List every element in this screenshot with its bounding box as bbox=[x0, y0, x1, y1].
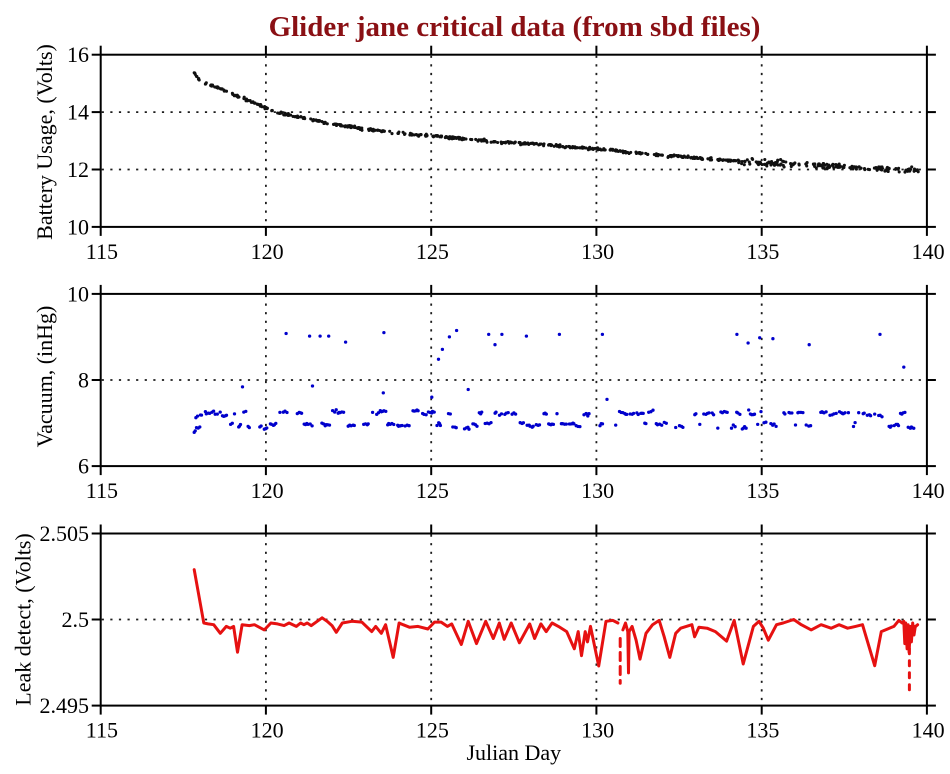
svg-text:14: 14 bbox=[67, 100, 89, 125]
svg-text:130: 130 bbox=[581, 718, 614, 743]
svg-text:8: 8 bbox=[78, 368, 89, 393]
svg-text:115: 115 bbox=[86, 718, 118, 743]
svg-text:140: 140 bbox=[912, 478, 945, 503]
svg-text:135: 135 bbox=[746, 239, 779, 264]
svg-text:Vacuum, (inHg): Vacuum, (inHg) bbox=[32, 306, 57, 448]
svg-text:135: 135 bbox=[746, 718, 779, 743]
svg-text:130: 130 bbox=[581, 239, 614, 264]
svg-text:10: 10 bbox=[67, 214, 89, 239]
svg-text:2.505: 2.505 bbox=[40, 521, 90, 546]
svg-text:130: 130 bbox=[581, 478, 614, 503]
svg-text:125: 125 bbox=[416, 718, 449, 743]
svg-text:Glider jane critical data (fro: Glider jane critical data (from sbd file… bbox=[269, 11, 761, 43]
svg-text:120: 120 bbox=[251, 718, 284, 743]
svg-text:125: 125 bbox=[416, 478, 449, 503]
svg-text:135: 135 bbox=[746, 478, 779, 503]
svg-text:Julian Day: Julian Day bbox=[466, 740, 561, 765]
svg-text:6: 6 bbox=[78, 454, 89, 479]
svg-text:Leak detect, (Volts): Leak detect, (Volts) bbox=[11, 533, 36, 705]
svg-text:16: 16 bbox=[67, 42, 89, 67]
svg-text:Battery Usage, (Volts): Battery Usage, (Volts) bbox=[32, 44, 57, 240]
svg-text:12: 12 bbox=[67, 157, 89, 182]
svg-text:2.495: 2.495 bbox=[40, 693, 90, 718]
svg-text:120: 120 bbox=[251, 478, 284, 503]
svg-text:120: 120 bbox=[251, 239, 284, 264]
svg-text:140: 140 bbox=[912, 718, 945, 743]
svg-text:2.5: 2.5 bbox=[62, 607, 90, 632]
svg-text:125: 125 bbox=[416, 239, 449, 264]
svg-text:115: 115 bbox=[86, 239, 118, 264]
svg-text:140: 140 bbox=[912, 239, 945, 264]
svg-text:115: 115 bbox=[86, 478, 118, 503]
svg-text:10: 10 bbox=[67, 281, 89, 306]
